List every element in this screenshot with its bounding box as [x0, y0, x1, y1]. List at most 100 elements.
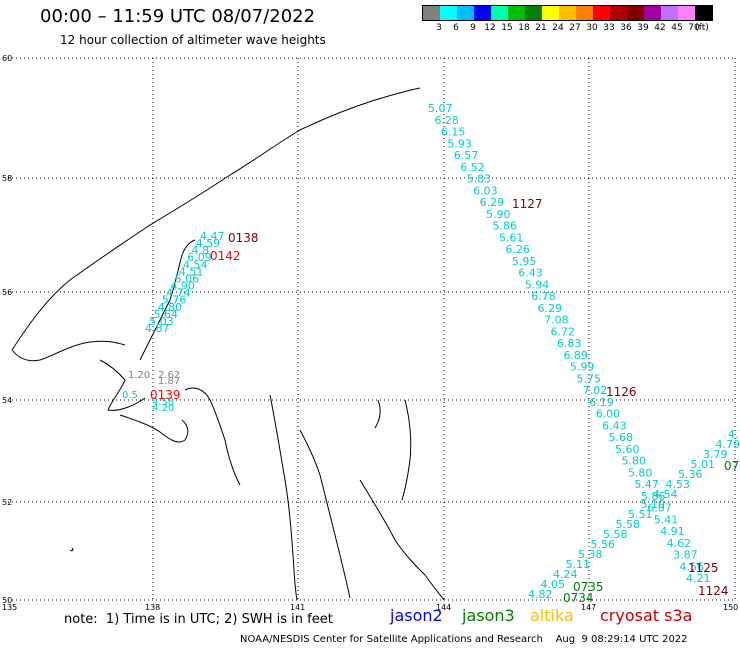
- pass-time-label: 1124: [698, 584, 729, 598]
- legend-swatch: [559, 6, 576, 20]
- wave-height-label: 6.83: [557, 337, 582, 350]
- wave-height-label: 4.53: [666, 478, 691, 491]
- wave-height-label: 5.94: [525, 278, 550, 291]
- wave-height-label: 5.86: [493, 220, 518, 233]
- wave-height-label: 4.79: [716, 438, 740, 451]
- legend-swatch: [474, 6, 491, 20]
- wave-height-label: 6.29: [480, 196, 505, 209]
- longitude-tick-label: 138: [145, 603, 160, 612]
- wave-height-label: 6.57: [454, 149, 479, 162]
- legend-tick-label: 27: [569, 23, 581, 33]
- legend-swatch: [457, 6, 474, 20]
- legend-swatch: [678, 6, 695, 20]
- wave-height-label: 7.02: [583, 384, 608, 397]
- wave-height-label: 5.01: [691, 458, 716, 471]
- legend-swatch: [661, 6, 678, 20]
- wave-height-label: 6.29: [538, 302, 563, 315]
- wave-height-label: 6.28: [434, 114, 459, 127]
- latitude-tick-label: 58: [2, 174, 12, 183]
- pass-time-label: 07: [724, 459, 739, 473]
- legend-tick-label: (ft): [695, 23, 709, 33]
- color-legend: 3 6 9 12 15 18 21 24 27 30 33 36 39 42 45 70 (ft): [422, 5, 713, 35]
- wave-height-label: 5.68: [609, 431, 634, 444]
- pass-time-label: 1126: [606, 385, 637, 399]
- wave-height-label: 6.26: [505, 243, 530, 256]
- wave-height-label: 0.5: [122, 390, 138, 401]
- legend-swatch: [695, 6, 712, 20]
- page-title: 00:00 – 11:59 UTC 08/07/2022: [40, 6, 316, 27]
- pass-time-label: 0139: [150, 388, 181, 402]
- wave-height-label: 5.51: [628, 508, 653, 521]
- wave-height-label: 6.15: [441, 126, 466, 139]
- coastline-segment: [11, 87, 421, 351]
- wave-height-label: 5.93: [447, 137, 472, 150]
- wave-height-label: 6.89: [563, 349, 588, 362]
- wave-height-label: 5.80: [628, 466, 653, 479]
- wave-height-label: 1.87: [158, 376, 180, 387]
- longitude-labels: 135 138 141 144 147 150: [2, 603, 738, 612]
- legend-tick-label: 33: [603, 23, 615, 33]
- latitude-tick-label: 50: [2, 596, 12, 605]
- longitude-tick-label: 135: [2, 603, 17, 612]
- longitude-tick-label: 147: [581, 603, 596, 612]
- satellite-jason2-label: jason2: [390, 606, 443, 625]
- legend-swatch: [627, 6, 644, 20]
- wave-height-label: 4.82: [528, 588, 553, 601]
- coastline-segment: [69, 547, 74, 552]
- wave-height-label: 5.58: [616, 518, 641, 531]
- wave-height-label: 5.90: [486, 208, 511, 221]
- wave-height-label: 4.24: [553, 568, 578, 581]
- wave-height-label: 5.76: [162, 294, 187, 307]
- coastline: [11, 87, 445, 601]
- wave-height-label: 5.75: [576, 372, 601, 385]
- wave-height-label: 4.05: [541, 578, 566, 591]
- wave-height-label: 4.51: [179, 265, 204, 278]
- legend-swatch: [491, 6, 508, 20]
- satellite-tracks: 5.076.286.155.936.576.525.836.036.295.90…: [122, 102, 740, 605]
- wave-height-label: 4.58: [152, 397, 174, 408]
- legend-tick-label: 36: [620, 23, 632, 33]
- wave-height-label: 5.99: [570, 361, 595, 374]
- pass-time-label: 1125: [688, 561, 719, 575]
- wave-height-label: 5.06: [175, 272, 200, 285]
- latitude-tick-label: 56: [2, 288, 12, 297]
- legend-swatch: [525, 6, 542, 20]
- wave-height-label: 5.64: [153, 308, 178, 321]
- coastline-segment: [119, 414, 189, 443]
- longitude-tick-label: 144: [436, 603, 451, 612]
- latitude-labels: 60 58 56 54 52 50: [2, 54, 12, 605]
- longitude-tick-label: 141: [290, 603, 305, 612]
- legend-swatch: [542, 6, 559, 20]
- wave-height-label: 4.20: [152, 403, 174, 414]
- footer-note: note: 1) Time is in UTC; 2) SWH is in fe…: [64, 612, 333, 627]
- coastline-segment: [401, 399, 412, 501]
- wave-height-label: 6.07: [647, 502, 672, 515]
- latitude-tick-label: 52: [2, 498, 12, 507]
- wave-height-label: 6.43: [518, 267, 543, 280]
- wave-height-label: 5.86: [641, 490, 666, 503]
- legend-swatches: [422, 5, 713, 21]
- wave-height-label: 5.47: [634, 478, 659, 491]
- legend-ticks: 3 6 9 12 15 18 21 24 27 30 33 36 39 42 45 70 (ft): [422, 21, 713, 35]
- wave-height-label: 7.08: [544, 314, 569, 327]
- legend-swatch: [593, 6, 610, 20]
- wave-height-label: 4.91: [660, 525, 685, 538]
- wave-height-label: 4.59: [196, 237, 221, 250]
- legend-tick-label: 70: [688, 23, 700, 33]
- legend-tick-label: 24: [552, 23, 564, 33]
- coastline-segment: [11, 340, 126, 362]
- wave-height-label: 4.8: [192, 244, 210, 257]
- wave-height-label: 4.21: [686, 572, 711, 585]
- legend-swatch: [610, 6, 627, 20]
- wave-height-label: 4.62: [667, 537, 692, 550]
- latitude-tick-label: 60: [2, 54, 12, 63]
- wave-height-label: 5.80: [622, 455, 647, 468]
- legend-swatch: [440, 6, 457, 20]
- wave-height-label: 4.54: [183, 258, 208, 271]
- wave-height-label: 5.60: [615, 443, 640, 456]
- credit-line: NOAA/NESDIS Center for Satellite Applica…: [240, 634, 688, 645]
- legend-tick-label: 3: [436, 23, 442, 33]
- wave-height-label: 6.03: [473, 184, 498, 197]
- coastline-segment: [139, 239, 196, 361]
